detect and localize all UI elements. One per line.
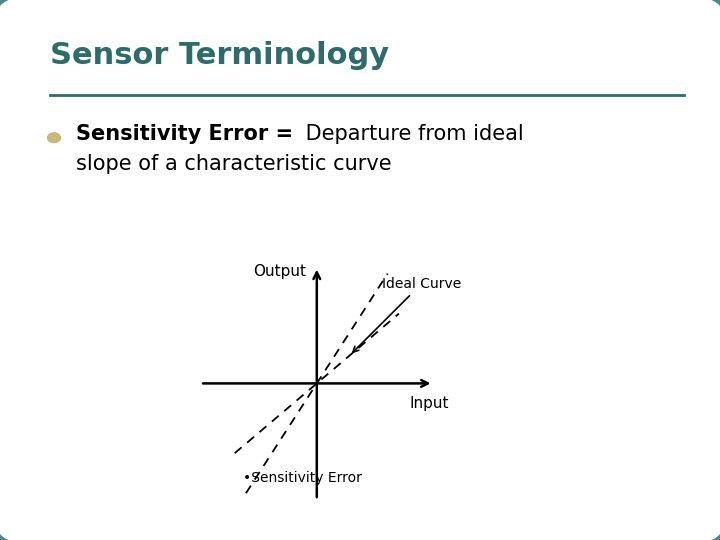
Text: Sensitivity Error =: Sensitivity Error = <box>76 124 293 144</box>
Text: Sensor Terminology: Sensor Terminology <box>50 40 390 70</box>
Text: Ideal Curve: Ideal Curve <box>353 277 461 352</box>
Text: •Sensitivity Error: •Sensitivity Error <box>243 471 362 485</box>
Text: Output: Output <box>253 264 307 279</box>
Text: Input: Input <box>410 396 449 411</box>
Text: slope of a characteristic curve: slope of a characteristic curve <box>76 154 391 174</box>
Text: Departure from ideal: Departure from ideal <box>299 124 523 144</box>
